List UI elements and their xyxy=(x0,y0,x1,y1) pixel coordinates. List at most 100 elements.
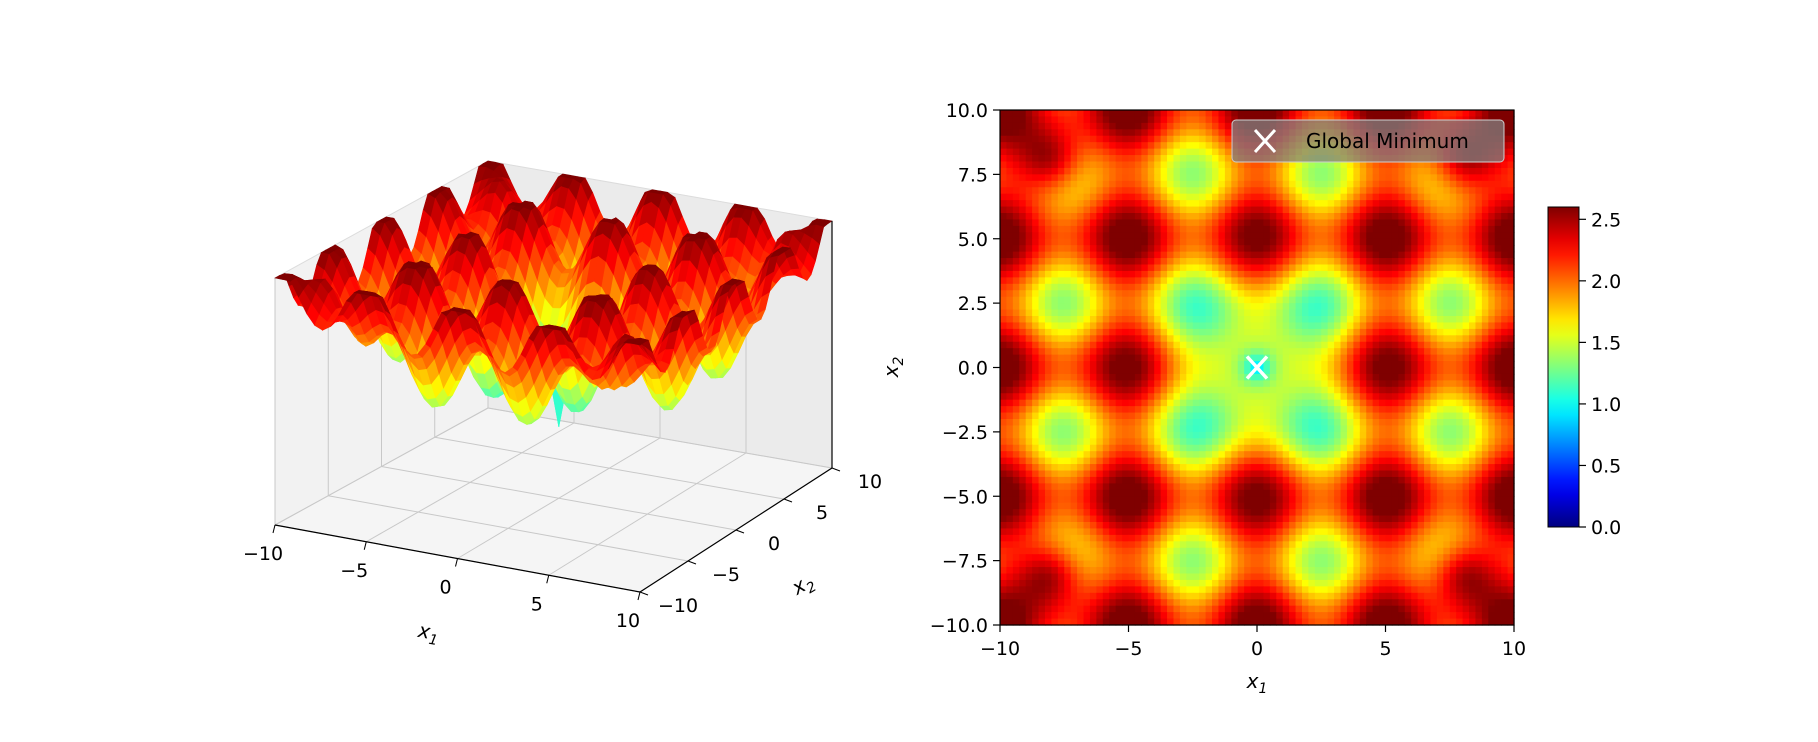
heatmap-cell xyxy=(1141,116,1149,124)
heatmap-cell xyxy=(1424,283,1432,291)
heatmap-cell xyxy=(1205,219,1213,227)
heatmap-cell xyxy=(1372,303,1380,311)
heatmap-cell xyxy=(1334,328,1342,336)
heatmap-cell xyxy=(1025,200,1033,208)
heatmap-cell xyxy=(1398,328,1406,336)
heatmap-cell xyxy=(1192,258,1200,266)
heatmap-cell xyxy=(1044,135,1052,143)
heatmap-cell xyxy=(1057,135,1065,143)
heatmap-cell xyxy=(1353,309,1361,317)
heatmap-cell xyxy=(1475,316,1483,324)
heatmap-cell xyxy=(1019,335,1027,343)
heatmap-cell xyxy=(1244,290,1252,298)
heatmap-cell xyxy=(1205,277,1213,285)
heatmap-cell xyxy=(1488,270,1496,278)
heatmap-cell xyxy=(1109,264,1117,272)
heatmap-cell xyxy=(1044,245,1052,253)
heatmap-cell xyxy=(1385,161,1393,169)
heatmap-cell xyxy=(1244,238,1252,246)
heatmap-cell xyxy=(1038,316,1046,324)
heatmap-cell xyxy=(1141,225,1149,233)
heatmap-cell xyxy=(1070,277,1078,285)
heatmap-cell xyxy=(1449,277,1457,285)
heatmap-cell xyxy=(1134,232,1142,240)
heatmap-cell xyxy=(1019,122,1027,130)
heatmap-cell xyxy=(1115,206,1123,214)
heatmap-cell xyxy=(1494,187,1502,195)
heatmap-cell xyxy=(1295,303,1303,311)
heatmap-cell xyxy=(1263,225,1271,233)
heatmap-cell xyxy=(1494,193,1502,201)
heatmap-cell xyxy=(1154,206,1162,214)
heatmap-cell xyxy=(1012,110,1020,118)
heatmap-cell xyxy=(1115,232,1123,240)
heatmap-cell xyxy=(1096,270,1104,278)
heatmap-cell xyxy=(1308,283,1316,291)
heatmap-cell xyxy=(1019,245,1027,253)
heatmap-cell xyxy=(1475,110,1483,118)
heatmap-cell xyxy=(1321,225,1329,233)
heatmap-cell xyxy=(1462,174,1470,182)
heatmap-cell xyxy=(1475,167,1483,175)
heatmap-cell xyxy=(1353,296,1361,304)
heatmap-cell xyxy=(1154,148,1162,156)
heatmap-cell xyxy=(1006,245,1014,253)
heatmap-cell xyxy=(1359,180,1367,188)
heatmap-cell xyxy=(1032,142,1040,150)
heatmap-cell xyxy=(1057,225,1065,233)
heatmap-cell xyxy=(1295,290,1303,298)
heatmap-cell xyxy=(1179,122,1187,130)
heatmap-cell xyxy=(1070,122,1078,130)
heatmap-cell xyxy=(1012,206,1020,214)
heatmap-cell xyxy=(1244,206,1252,214)
heatmap-cell xyxy=(1436,219,1444,227)
heatmap-cell xyxy=(1475,174,1483,182)
heatmap-cell xyxy=(1051,283,1059,291)
heatmap-cell xyxy=(1109,258,1117,266)
heatmap-cell xyxy=(1019,180,1027,188)
heatmap-cell xyxy=(1173,270,1181,278)
heatmap-cell xyxy=(1276,290,1284,298)
heatmap-cell xyxy=(1424,296,1432,304)
heatmap-cell xyxy=(1250,322,1258,330)
heatmap-cell xyxy=(1494,328,1502,336)
heatmap-cell xyxy=(1424,290,1432,298)
heatmap-cell xyxy=(1282,206,1290,214)
heatmap-cell xyxy=(1411,187,1419,195)
heatmap-cell xyxy=(1064,328,1072,336)
heatmap-cell xyxy=(1141,309,1149,317)
heatmap-cell xyxy=(1044,148,1052,156)
heatmap-cell xyxy=(1359,303,1367,311)
heatmap-cell xyxy=(1128,193,1136,201)
heatmap-cell xyxy=(1077,290,1085,298)
heatmap-cell xyxy=(1276,277,1284,285)
heatmap-cell xyxy=(1340,232,1348,240)
heatmap-cell xyxy=(1462,328,1470,336)
heatmap-cell xyxy=(1475,270,1483,278)
heatmap-cell xyxy=(1359,328,1367,336)
heatmap-cell xyxy=(1411,174,1419,182)
heatmap-cell xyxy=(1398,200,1406,208)
heatmap-cell xyxy=(1102,290,1110,298)
heatmap-cell xyxy=(1199,258,1207,266)
heatmap-cell xyxy=(1417,277,1425,285)
heatmap-cell xyxy=(1179,238,1187,246)
heatmap-cell xyxy=(1314,193,1322,201)
heatmap-cell xyxy=(1462,200,1470,208)
heatmap-cell xyxy=(1334,232,1342,240)
heatmap-cell xyxy=(1404,290,1412,298)
heatmap-cell xyxy=(1424,258,1432,266)
heatmap-cell xyxy=(1134,161,1142,169)
heatmap-cell xyxy=(1154,174,1162,182)
heatmap-cell xyxy=(1115,122,1123,130)
heatmap-cell xyxy=(1025,142,1033,150)
heatmap-cell xyxy=(1077,328,1085,336)
heatmap-cell xyxy=(1025,232,1033,240)
heatmap-cell xyxy=(1327,258,1335,266)
heatmap-cell xyxy=(1443,219,1451,227)
heatmap-cell xyxy=(1077,277,1085,285)
heatmap-cell xyxy=(1051,245,1059,253)
heatmap-cell xyxy=(1122,303,1130,311)
heatmap-cell xyxy=(1224,296,1232,304)
heatmap-cell xyxy=(1475,303,1483,311)
